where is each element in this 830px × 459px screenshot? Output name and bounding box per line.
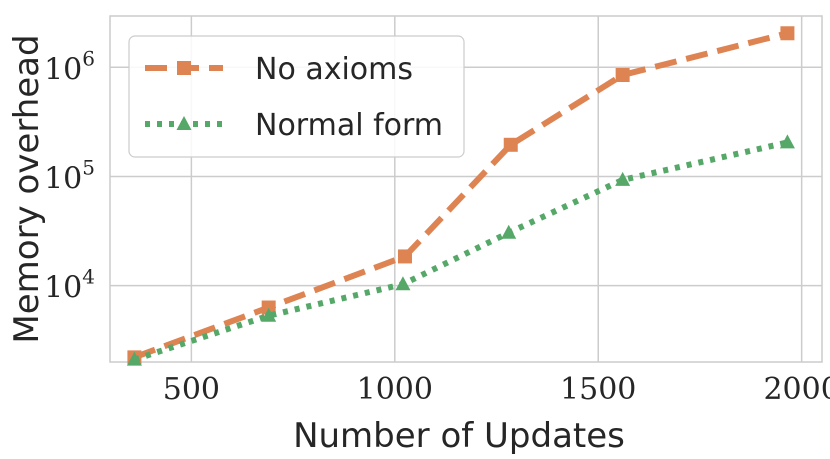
x-axis-label: Number of Updates xyxy=(293,416,625,456)
tick-labels: 500 1000 1500 2000 104 105 106 xyxy=(44,46,830,407)
y-tick-label: 104 xyxy=(44,265,95,306)
series-layer xyxy=(126,26,795,366)
series-line-normal-form xyxy=(133,139,789,363)
data-point-marker xyxy=(261,300,276,315)
data-point-marker xyxy=(501,224,517,239)
data-point-marker xyxy=(615,171,631,186)
data-point-marker xyxy=(779,134,795,149)
plot-frame xyxy=(109,15,823,363)
y-tick-label: 105 xyxy=(44,155,95,196)
series-line-no-axioms xyxy=(133,30,789,361)
y-tick-label: 106 xyxy=(44,46,95,87)
legend-marker xyxy=(176,116,192,130)
data-point-marker xyxy=(780,26,795,41)
data-point-marker xyxy=(397,249,412,264)
y-axis-label: Memory overhead xyxy=(7,34,47,343)
data-point-marker xyxy=(126,351,142,366)
legend: No axioms Normal form xyxy=(128,35,465,158)
legend-marker xyxy=(177,61,191,75)
x-tick-label: 1500 xyxy=(560,372,636,407)
data-point-marker xyxy=(395,276,411,291)
data-point-marker xyxy=(261,307,277,322)
x-tick-label: 500 xyxy=(163,372,220,407)
x-tick-label: 1000 xyxy=(357,372,433,407)
data-point-marker xyxy=(503,137,518,152)
legend-label: Normal form xyxy=(255,108,443,143)
legend-label: No axioms xyxy=(255,52,413,87)
x-tick-label: 2000 xyxy=(763,372,830,407)
data-point-marker xyxy=(615,68,630,83)
